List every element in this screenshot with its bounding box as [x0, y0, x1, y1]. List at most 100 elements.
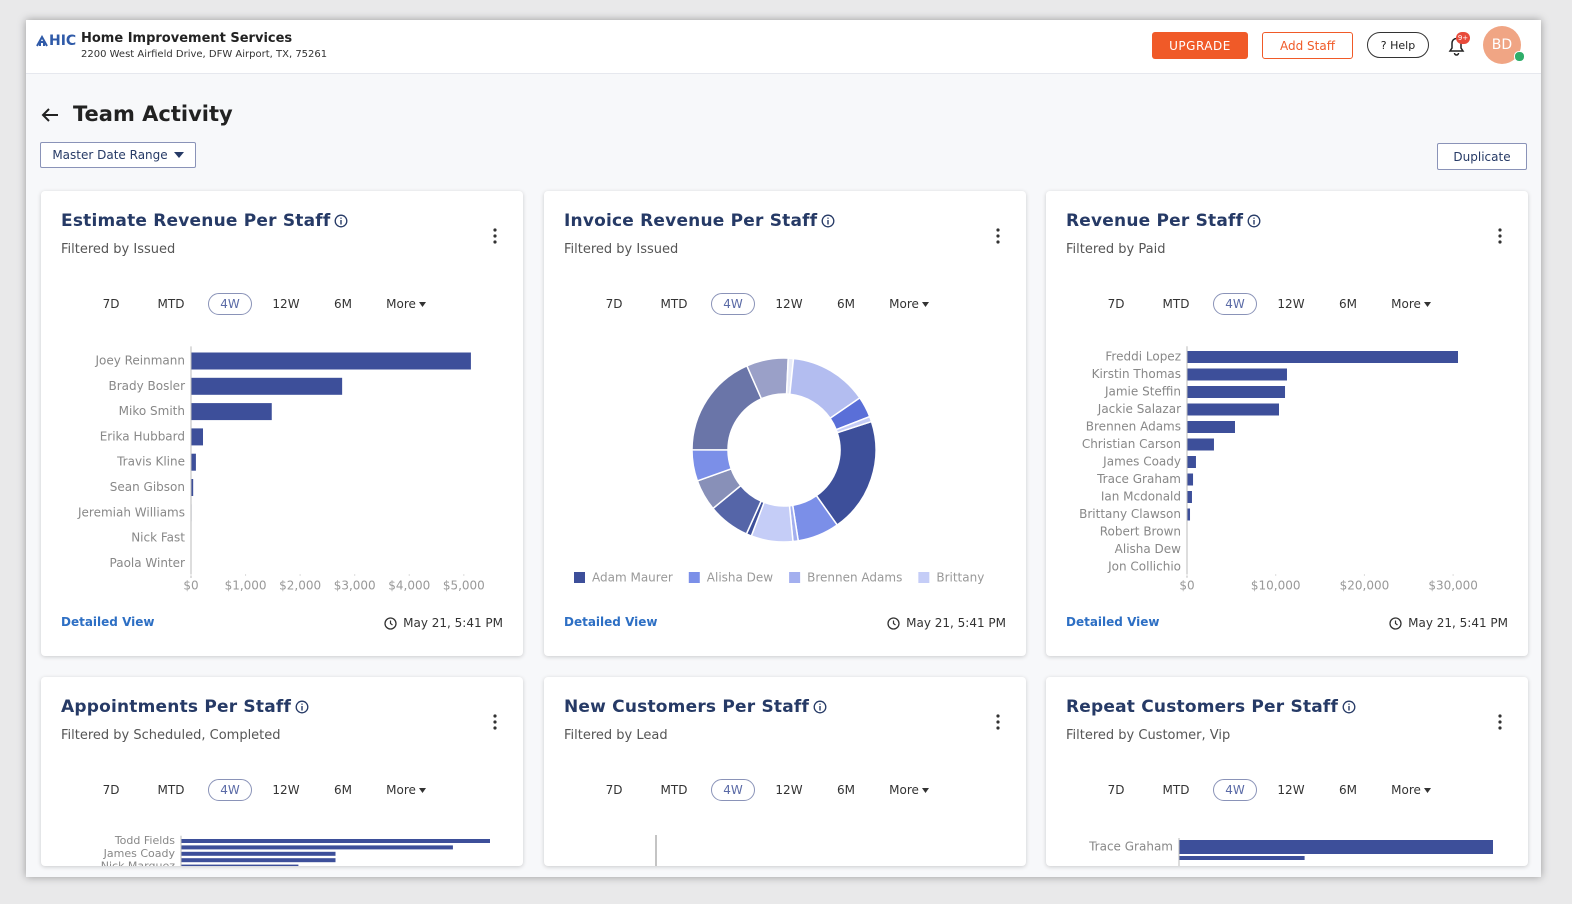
range-label: More: [386, 783, 416, 797]
back-arrow[interactable]: [40, 106, 60, 124]
range-label: 7D: [605, 783, 623, 797]
bar: [191, 352, 471, 370]
range-option[interactable]: 4W: [208, 293, 252, 315]
range-option[interactable]: 4W: [1213, 779, 1257, 801]
range-option[interactable]: 6M: [331, 780, 355, 800]
kebab-dot: [493, 240, 497, 244]
donut-segment: [745, 357, 790, 400]
kebab-menu[interactable]: [1497, 227, 1503, 245]
range-option[interactable]: MTD: [153, 294, 189, 314]
card-subtitle: Filtered by Issued: [564, 242, 679, 257]
range-option[interactable]: MTD: [1158, 294, 1194, 314]
donut-segment: [788, 504, 800, 543]
range-option[interactable]: 4W: [208, 779, 252, 801]
kebab-menu[interactable]: [492, 713, 498, 731]
range-option[interactable]: 6M: [834, 294, 858, 314]
range-label: 12W: [1277, 297, 1305, 311]
range-option[interactable]: 4W: [1213, 293, 1257, 315]
logo-icon: [36, 35, 48, 47]
range-option[interactable]: MTD: [153, 780, 189, 800]
kebab-dot: [996, 234, 1000, 238]
x-tick-label: $4,000: [388, 579, 430, 593]
card: Invoice Revenue Per Staff Filtered by Iss…: [544, 191, 1026, 656]
range-option[interactable]: MTD: [656, 294, 692, 314]
range-option[interactable]: 6M: [1336, 294, 1360, 314]
caret-shape: [921, 301, 929, 307]
range-option[interactable]: 7D: [99, 294, 123, 314]
range-label: 4W: [723, 783, 743, 797]
card-title-text: New Customers Per Staff: [564, 697, 810, 717]
detailed-view-link[interactable]: Detailed View: [61, 615, 155, 629]
info-circle: [335, 214, 348, 228]
date-range-label: Master Date Range: [52, 148, 168, 162]
category-label: Christian Carson: [1082, 437, 1181, 451]
range-option[interactable]: More: [1386, 780, 1436, 800]
range-option[interactable]: 4W: [711, 779, 755, 801]
donut-segment: [829, 396, 871, 431]
range-option[interactable]: 7D: [602, 294, 626, 314]
range-option[interactable]: 6M: [1336, 780, 1360, 800]
range-label: MTD: [1162, 297, 1190, 311]
range-option[interactable]: More: [884, 294, 934, 314]
card-title-text: Estimate Revenue Per Staff: [61, 211, 331, 231]
range-label: 12W: [272, 783, 300, 797]
range-option[interactable]: 7D: [1104, 780, 1128, 800]
add-staff-button[interactable]: Add Staff: [1262, 32, 1353, 59]
range-option[interactable]: More: [381, 780, 431, 800]
info-icon: [1342, 700, 1356, 714]
date-range-button[interactable]: Master Date Range: [40, 142, 196, 168]
range-option[interactable]: 12W: [1276, 294, 1306, 314]
bar: [181, 864, 299, 866]
x-tick-label: $0: [183, 579, 198, 593]
caret: [1423, 301, 1431, 307]
kebab-menu[interactable]: [995, 713, 1001, 731]
range-option[interactable]: 12W: [774, 780, 804, 800]
card-title: Appointments Per Staff: [61, 697, 309, 717]
range-option[interactable]: 12W: [1276, 780, 1306, 800]
notification-badge: 9+: [1456, 32, 1470, 44]
range-option[interactable]: 7D: [602, 780, 626, 800]
kebab-menu[interactable]: [492, 227, 498, 245]
range-option[interactable]: 12W: [271, 294, 301, 314]
category-label: Jon Collichio: [1107, 560, 1181, 574]
category-label: Trace Graham: [1088, 840, 1173, 854]
bar: [1187, 403, 1279, 416]
range-option[interactable]: MTD: [1158, 780, 1194, 800]
timestamp: May 21, 5:41 PM: [1389, 616, 1508, 630]
range-option[interactable]: MTD: [656, 780, 692, 800]
kebab-menu[interactable]: [1497, 713, 1503, 731]
range-option[interactable]: More: [1386, 294, 1436, 314]
detailed-view-link[interactable]: Detailed View: [564, 615, 658, 629]
caret: [418, 301, 426, 307]
range-option[interactable]: 6M: [834, 780, 858, 800]
help-button[interactable]: ? Help: [1367, 32, 1429, 58]
detailed-view-link[interactable]: Detailed View: [1066, 615, 1160, 629]
avatar[interactable]: BD: [1483, 26, 1521, 64]
bar: [181, 858, 336, 863]
kebab-menu[interactable]: [995, 227, 1001, 245]
range-option[interactable]: 12W: [774, 294, 804, 314]
duplicate-button[interactable]: Duplicate: [1437, 143, 1527, 170]
range-option[interactable]: 7D: [99, 780, 123, 800]
donut-segment: [815, 420, 877, 527]
range-option[interactable]: More: [884, 780, 934, 800]
range-option[interactable]: 4W: [711, 293, 755, 315]
kebab-dot: [996, 228, 1000, 232]
range-option[interactable]: 6M: [331, 294, 355, 314]
chart: Joey Reinmann Brady Bosler Miko Smith Erika…: [77, 346, 485, 593]
category-label: Todd Fields: [114, 834, 175, 847]
bar: [191, 453, 196, 471]
range-label: 6M: [837, 297, 855, 311]
range-option[interactable]: 12W: [271, 780, 301, 800]
range-label: 7D: [605, 297, 623, 311]
upgrade-button[interactable]: UPGRADE: [1152, 32, 1248, 59]
category-label: Ian Mcdonald: [1101, 490, 1181, 504]
info-circle: [821, 214, 835, 228]
donut-segment: [691, 364, 763, 451]
range-option[interactable]: More: [381, 294, 431, 314]
range-label: 6M: [1339, 297, 1357, 311]
legend-swatch: [574, 572, 585, 583]
clock-face: [887, 616, 900, 630]
bar: [181, 851, 336, 856]
range-option[interactable]: 7D: [1104, 294, 1128, 314]
